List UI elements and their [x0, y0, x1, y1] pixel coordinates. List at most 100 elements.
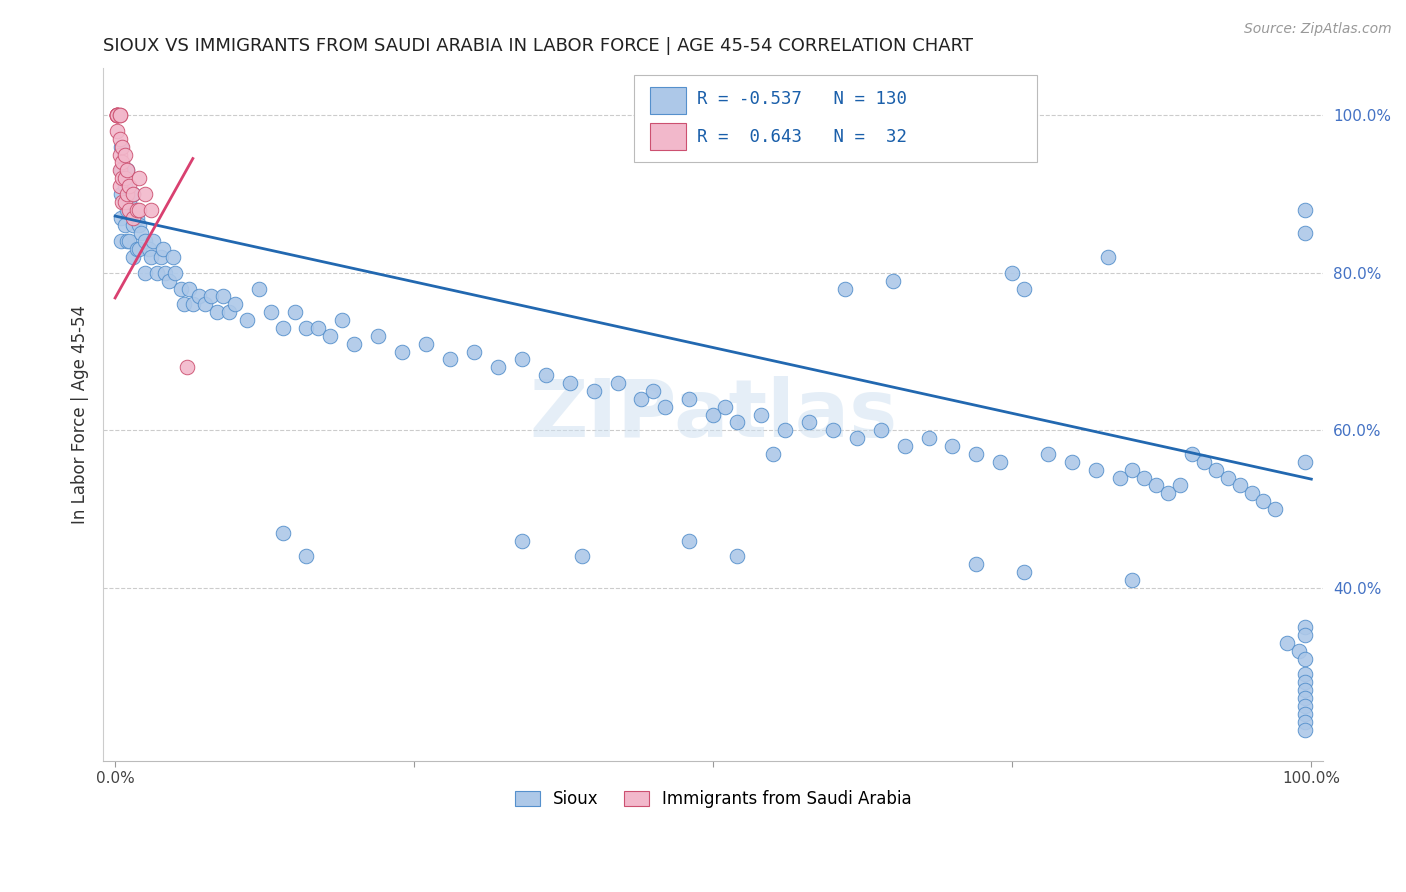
Point [1294, 706, 1316, 721]
Point [1012, 565, 1035, 579]
Point [415, 336, 437, 351]
Point [439, 352, 461, 367]
Point [654, 400, 676, 414]
Point [173, 297, 195, 311]
Point [391, 344, 413, 359]
Point [134, 266, 156, 280]
Point [107, 108, 129, 122]
Text: Source: ZipAtlas.com: Source: ZipAtlas.com [1244, 22, 1392, 37]
Point [917, 431, 939, 445]
Point [1294, 202, 1316, 217]
Point [118, 179, 141, 194]
Point [114, 171, 136, 186]
Point [128, 202, 150, 217]
Point [1294, 651, 1316, 665]
Point [1121, 573, 1143, 587]
Point [122, 186, 145, 201]
Point [893, 439, 915, 453]
Point [146, 266, 169, 280]
Point [1294, 667, 1316, 681]
Point [176, 360, 198, 375]
Point [965, 557, 987, 571]
Point [367, 328, 389, 343]
Point [1294, 227, 1316, 241]
Point [834, 281, 856, 295]
Point [115, 163, 138, 178]
Point [110, 163, 132, 178]
Point [1192, 455, 1215, 469]
Point [725, 549, 748, 564]
Point [510, 352, 533, 367]
Point [643, 384, 665, 398]
Point [271, 321, 294, 335]
Point [122, 250, 145, 264]
Point [941, 439, 963, 453]
Point [762, 447, 785, 461]
Point [107, 108, 129, 122]
Point [128, 219, 150, 233]
Point [678, 533, 700, 548]
Point [170, 281, 193, 295]
Point [111, 155, 134, 169]
Legend: Sioux, Immigrants from Saudi Arabia: Sioux, Immigrants from Saudi Arabia [508, 784, 918, 815]
Y-axis label: In Labor Force | Age 45-54: In Labor Force | Age 45-54 [72, 305, 89, 524]
Point [131, 227, 153, 241]
Point [1294, 683, 1316, 698]
Point [1097, 250, 1119, 264]
Point [1157, 486, 1180, 500]
Point [725, 416, 748, 430]
Point [988, 455, 1011, 469]
Point [1109, 470, 1132, 484]
Point [1294, 723, 1316, 737]
Point [122, 219, 145, 233]
Point [343, 336, 366, 351]
Text: SIOUX VS IMMIGRANTS FROM SAUDI ARABIA IN LABOR FORCE | AGE 45-54 CORRELATION CHA: SIOUX VS IMMIGRANTS FROM SAUDI ARABIA IN… [103, 37, 973, 55]
Point [295, 549, 318, 564]
Point [211, 289, 233, 303]
Point [110, 139, 132, 153]
Point [1181, 447, 1204, 461]
Point [821, 423, 844, 437]
Point [1277, 636, 1299, 650]
Point [115, 163, 138, 178]
Point [142, 234, 165, 248]
Point [122, 186, 145, 201]
Point [110, 186, 132, 201]
Point [247, 281, 270, 295]
Point [295, 321, 318, 335]
Point [1144, 478, 1167, 492]
Point [111, 139, 134, 153]
Point [108, 179, 131, 194]
Point [271, 525, 294, 540]
Point [107, 108, 129, 122]
Point [111, 194, 134, 209]
Point [139, 250, 162, 264]
Point [162, 250, 184, 264]
Point [114, 194, 136, 209]
Point [702, 408, 724, 422]
Point [463, 344, 485, 359]
Point [108, 108, 131, 122]
Bar [650, 123, 686, 151]
Point [749, 408, 772, 422]
Point [1240, 486, 1263, 500]
Point [107, 124, 129, 138]
Point [125, 202, 148, 217]
Point [259, 305, 281, 319]
Point [319, 328, 342, 343]
Point [118, 234, 141, 248]
Point [606, 376, 628, 390]
Point [115, 234, 138, 248]
Point [1294, 628, 1316, 642]
Point [1001, 266, 1024, 280]
Point [128, 171, 150, 186]
Point [630, 392, 652, 406]
Point [128, 242, 150, 256]
Point [1012, 281, 1035, 295]
Point [107, 108, 129, 122]
Text: R = -0.537   N = 130: R = -0.537 N = 130 [697, 90, 907, 108]
Point [307, 321, 329, 335]
Point [134, 234, 156, 248]
Point [1294, 714, 1316, 729]
Point [118, 202, 141, 217]
